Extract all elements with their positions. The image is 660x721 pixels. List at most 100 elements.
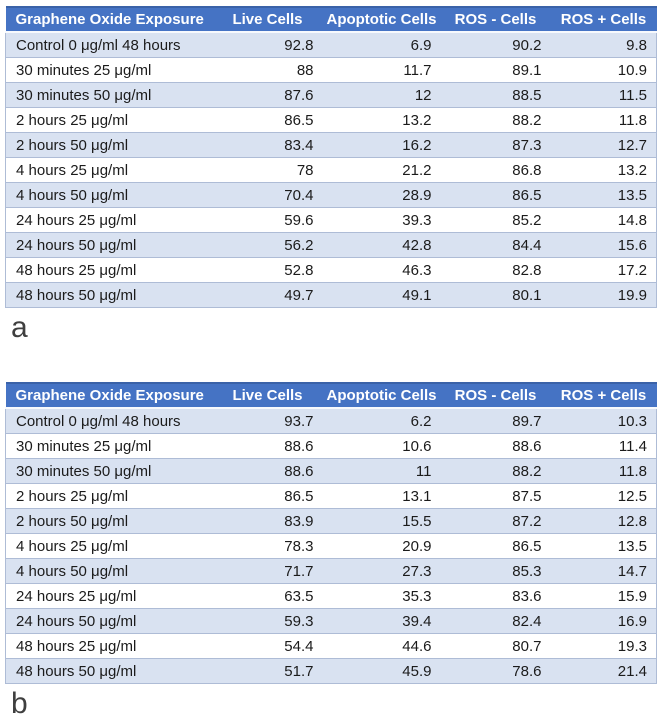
table-row: 24 hours 25 μg/ml 59.6 39.3 85.2 14.8 xyxy=(5,207,657,233)
value-cell: 92.8 xyxy=(212,32,323,58)
column-header: Apoptotic Cells xyxy=(322,382,441,409)
value-cell: 82.8 xyxy=(440,257,551,283)
value-cell: 90.2 xyxy=(440,32,551,58)
value-cell: 12 xyxy=(322,82,441,108)
value-cell: 14.8 xyxy=(550,207,657,233)
value-cell: 52.8 xyxy=(212,257,323,283)
value-cell: 11.4 xyxy=(550,433,657,459)
value-cell: 13.5 xyxy=(550,533,657,559)
value-cell: 46.3 xyxy=(322,257,441,283)
column-header: ROS - Cells xyxy=(440,382,551,409)
value-cell: 15.5 xyxy=(322,508,441,534)
value-cell: 86.5 xyxy=(212,483,323,509)
value-cell: 78.3 xyxy=(212,533,323,559)
value-cell: 13.1 xyxy=(322,483,441,509)
value-cell: 88 xyxy=(212,57,323,83)
panel-label-a: a xyxy=(11,311,28,344)
exposure-cell: Control 0 μg/ml 48 hours xyxy=(5,32,213,58)
value-cell: 19.9 xyxy=(550,282,657,308)
panel-a: Graphene Oxide Exposure Live Cells Apoptot… xyxy=(0,6,660,344)
value-cell: 6.2 xyxy=(322,408,441,434)
value-cell: 35.3 xyxy=(322,583,441,609)
value-cell: 84.4 xyxy=(440,232,551,258)
column-header: ROS + Cells xyxy=(550,6,657,33)
value-cell: 9.8 xyxy=(550,32,657,58)
value-cell: 88.2 xyxy=(440,107,551,133)
value-cell: 88.2 xyxy=(440,458,551,484)
exposure-cell: 2 hours 25 μg/ml xyxy=(5,107,213,133)
value-cell: 13.2 xyxy=(550,157,657,183)
value-cell: 20.9 xyxy=(322,533,441,559)
value-cell: 11.8 xyxy=(550,107,657,133)
value-cell: 13.5 xyxy=(550,182,657,208)
exposure-cell: 48 hours 25 μg/ml xyxy=(5,257,213,283)
exposure-cell: 48 hours 50 μg/ml xyxy=(5,658,213,684)
value-cell: 82.4 xyxy=(440,608,551,634)
value-cell: 88.6 xyxy=(212,433,323,459)
value-cell: 86.5 xyxy=(440,182,551,208)
table-row: 4 hours 25 μg/ml 78 21.2 86.8 13.2 xyxy=(5,157,657,183)
value-cell: 85.2 xyxy=(440,207,551,233)
table-row: 2 hours 25 μg/ml 86.5 13.1 87.5 12.5 xyxy=(5,483,657,509)
header-row: Graphene Oxide Exposure Live Cells Apoptot… xyxy=(5,382,657,409)
value-cell: 13.2 xyxy=(322,107,441,133)
value-cell: 15.9 xyxy=(550,583,657,609)
value-cell: 12.7 xyxy=(550,132,657,158)
value-cell: 88.5 xyxy=(440,82,551,108)
value-cell: 14.7 xyxy=(550,558,657,584)
value-cell: 51.7 xyxy=(212,658,323,684)
value-cell: 56.2 xyxy=(212,232,323,258)
value-cell: 78.6 xyxy=(440,658,551,684)
table-row: 2 hours 50 μg/ml 83.9 15.5 87.2 12.8 xyxy=(5,508,657,534)
value-cell: 27.3 xyxy=(322,558,441,584)
value-cell: 11.7 xyxy=(322,57,441,83)
value-cell: 6.9 xyxy=(322,32,441,58)
table-row: 2 hours 25 μg/ml 86.5 13.2 88.2 11.8 xyxy=(5,107,657,133)
value-cell: 54.4 xyxy=(212,633,323,659)
value-cell: 16.9 xyxy=(550,608,657,634)
value-cell: 88.6 xyxy=(212,458,323,484)
column-header: ROS - Cells xyxy=(440,6,551,33)
value-cell: 45.9 xyxy=(322,658,441,684)
value-cell: 86.8 xyxy=(440,157,551,183)
value-cell: 19.3 xyxy=(550,633,657,659)
value-cell: 80.7 xyxy=(440,633,551,659)
exposure-cell: 48 hours 25 μg/ml xyxy=(5,633,213,659)
column-header: Live Cells xyxy=(212,382,323,409)
value-cell: 42.8 xyxy=(322,232,441,258)
exposure-cell: 48 hours 50 μg/ml xyxy=(5,282,213,308)
value-cell: 83.9 xyxy=(212,508,323,534)
column-header: Live Cells xyxy=(212,6,323,33)
value-cell: 10.9 xyxy=(550,57,657,83)
value-cell: 12.5 xyxy=(550,483,657,509)
value-cell: 87.2 xyxy=(440,508,551,534)
panel-label-b: b xyxy=(11,687,28,720)
value-cell: 17.2 xyxy=(550,257,657,283)
table-row: 48 hours 25 μg/ml 54.4 44.6 80.7 19.3 xyxy=(5,633,657,659)
column-header: Graphene Oxide Exposure xyxy=(5,6,213,33)
value-cell: 39.3 xyxy=(322,207,441,233)
graphene-oxide-exposure-table-b: Graphene Oxide Exposure Live Cells Apoptot… xyxy=(5,382,657,684)
table-row: Control 0 μg/ml 48 hours 93.7 6.2 89.7 10.3 xyxy=(5,408,657,434)
value-cell: 87.3 xyxy=(440,132,551,158)
exposure-cell: Control 0 μg/ml 48 hours xyxy=(5,408,213,434)
value-cell: 63.5 xyxy=(212,583,323,609)
exposure-cell: 4 hours 25 μg/ml xyxy=(5,533,213,559)
value-cell: 86.5 xyxy=(440,533,551,559)
exposure-cell: 2 hours 25 μg/ml xyxy=(5,483,213,509)
exposure-cell: 30 minutes 50 μg/ml xyxy=(5,82,213,108)
value-cell: 28.9 xyxy=(322,182,441,208)
table-row: 4 hours 25 μg/ml 78.3 20.9 86.5 13.5 xyxy=(5,533,657,559)
value-cell: 15.6 xyxy=(550,232,657,258)
table-row: 48 hours 50 μg/ml 49.7 49.1 80.1 19.9 xyxy=(5,282,657,308)
exposure-cell: 2 hours 50 μg/ml xyxy=(5,132,213,158)
value-cell: 11.8 xyxy=(550,458,657,484)
value-cell: 59.6 xyxy=(212,207,323,233)
exposure-cell: 30 minutes 25 μg/ml xyxy=(5,433,213,459)
exposure-cell: 2 hours 50 μg/ml xyxy=(5,508,213,534)
value-cell: 11 xyxy=(322,458,441,484)
value-cell: 21.4 xyxy=(550,658,657,684)
table-row: 30 minutes 25 μg/ml 88.6 10.6 88.6 11.4 xyxy=(5,433,657,459)
value-cell: 83.4 xyxy=(212,132,323,158)
value-cell: 12.8 xyxy=(550,508,657,534)
